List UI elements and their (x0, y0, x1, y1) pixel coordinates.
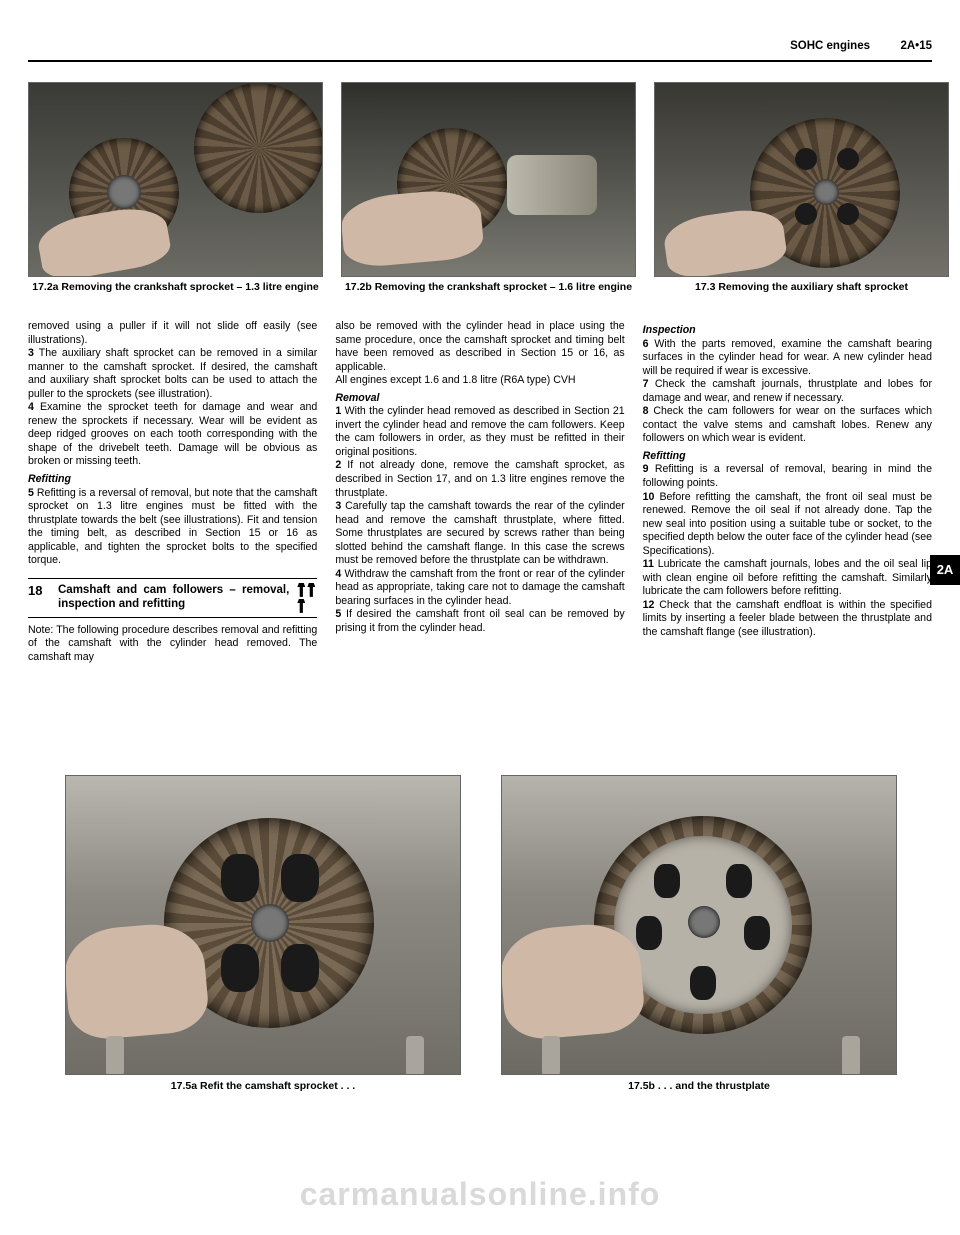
subheading: Removal (335, 392, 624, 406)
numbered-step: 5 If desired the camshaft front oil seal… (335, 608, 624, 635)
figure-17-5a: 17.5a Refit the camshaft sprocket . . . (65, 775, 461, 1092)
step-number: 10 (643, 491, 660, 503)
section-heading-bar: 18 Camshaft and cam followers – removal, … (28, 578, 317, 618)
column-3: Inspection6 With the parts removed, exam… (643, 320, 932, 664)
step-number: 4 (28, 401, 40, 413)
figure-image (654, 82, 949, 277)
numbered-step: 3 The auxiliary shaft sprocket can be re… (28, 347, 317, 401)
subheading: Refitting (643, 450, 932, 464)
figure-row-top: 17.2a Removing the crankshaft sprocket –… (28, 82, 932, 294)
step-number: 3 (335, 500, 345, 512)
numbered-step: 4 Withdraw the camshaft from the front o… (335, 568, 624, 609)
step-number: 1 (335, 405, 344, 417)
numbered-step: 12 Check that the camshaft endfloat is w… (643, 599, 932, 640)
numbered-step: 7 Check the camshaft journals, thrustpla… (643, 378, 932, 405)
difficulty-icon (297, 583, 317, 613)
header-title: SOHC engines (790, 40, 870, 52)
step-number: 12 (643, 599, 660, 611)
step-number: 7 (643, 378, 655, 390)
step-number: 4 (335, 568, 344, 580)
section-title: Camshaft and cam followers – removal, in… (58, 583, 289, 612)
numbered-step: 2 If not already done, remove the camsha… (335, 459, 624, 500)
section-tab: 2A (930, 555, 960, 585)
numbered-step: 10 Before refitting the camshaft, the fr… (643, 491, 932, 559)
figure-image (501, 775, 897, 1075)
figure-caption: 17.5b . . . and the thrustplate (501, 1080, 897, 1092)
step-number: 3 (28, 347, 39, 359)
column-1: removed using a puller if it will not sl… (28, 320, 317, 664)
subheading: Refitting (28, 473, 317, 487)
column-2: also be removed with the cylinder head i… (335, 320, 624, 664)
figure-image (65, 775, 461, 1075)
numbered-step: 6 With the parts removed, examine the ca… (643, 338, 932, 379)
figure-row-bottom: 17.5a Refit the camshaft sprocket . . . … (65, 775, 895, 1092)
step-number: 8 (643, 405, 654, 417)
subheading: Inspection (643, 324, 932, 338)
numbered-step: 11 Lubricate the camshaft journals, lobe… (643, 558, 932, 599)
body-columns: removed using a puller if it will not sl… (28, 320, 932, 664)
body-paragraph: Note: The following procedure describes … (28, 624, 317, 665)
figure-caption: 17.2b Removing the crankshaft sprocket –… (341, 281, 636, 294)
step-number: 2 (335, 459, 347, 471)
figure-caption: 17.3 Removing the auxiliary shaft sprock… (654, 281, 949, 294)
numbered-step: 1 With the cylinder head removed as desc… (335, 405, 624, 459)
page-number: 2A•15 (900, 40, 932, 52)
numbered-step: 4 Examine the sprocket teeth for damage … (28, 401, 317, 469)
numbered-step: 8 Check the cam followers for wear on th… (643, 405, 932, 446)
body-paragraph: also be removed with the cylinder head i… (335, 320, 624, 374)
step-number: 5 (28, 487, 37, 499)
body-paragraph: removed using a puller if it will not sl… (28, 320, 317, 347)
figure-17-5b: 17.5b . . . and the thrustplate (501, 775, 897, 1092)
step-number: 9 (643, 463, 655, 475)
figure-image (341, 82, 636, 277)
numbered-step: 9 Refitting is a reversal of removal, be… (643, 463, 932, 490)
body-paragraph: All engines except 1.6 and 1.8 litre (R6… (335, 374, 624, 388)
numbered-step: 5 Refitting is a reversal of removal, bu… (28, 487, 317, 568)
figure-17-2b: 17.2b Removing the crankshaft sprocket –… (341, 82, 636, 294)
figure-17-2a: 17.2a Removing the crankshaft sprocket –… (28, 82, 323, 294)
step-number: 5 (335, 608, 346, 620)
header-rule (28, 60, 932, 62)
figure-caption: 17.2a Removing the crankshaft sprocket –… (28, 281, 323, 294)
step-number: 11 (643, 558, 658, 570)
step-number: 6 (643, 338, 655, 350)
watermark: carmanualsonline.info (0, 1176, 960, 1213)
figure-caption: 17.5a Refit the camshaft sprocket . . . (65, 1080, 461, 1092)
figure-17-3: 17.3 Removing the auxiliary shaft sprock… (654, 82, 949, 294)
numbered-step: 3 Carefully tap the camshaft towards the… (335, 500, 624, 568)
section-number: 18 (28, 583, 50, 600)
figure-image (28, 82, 323, 277)
